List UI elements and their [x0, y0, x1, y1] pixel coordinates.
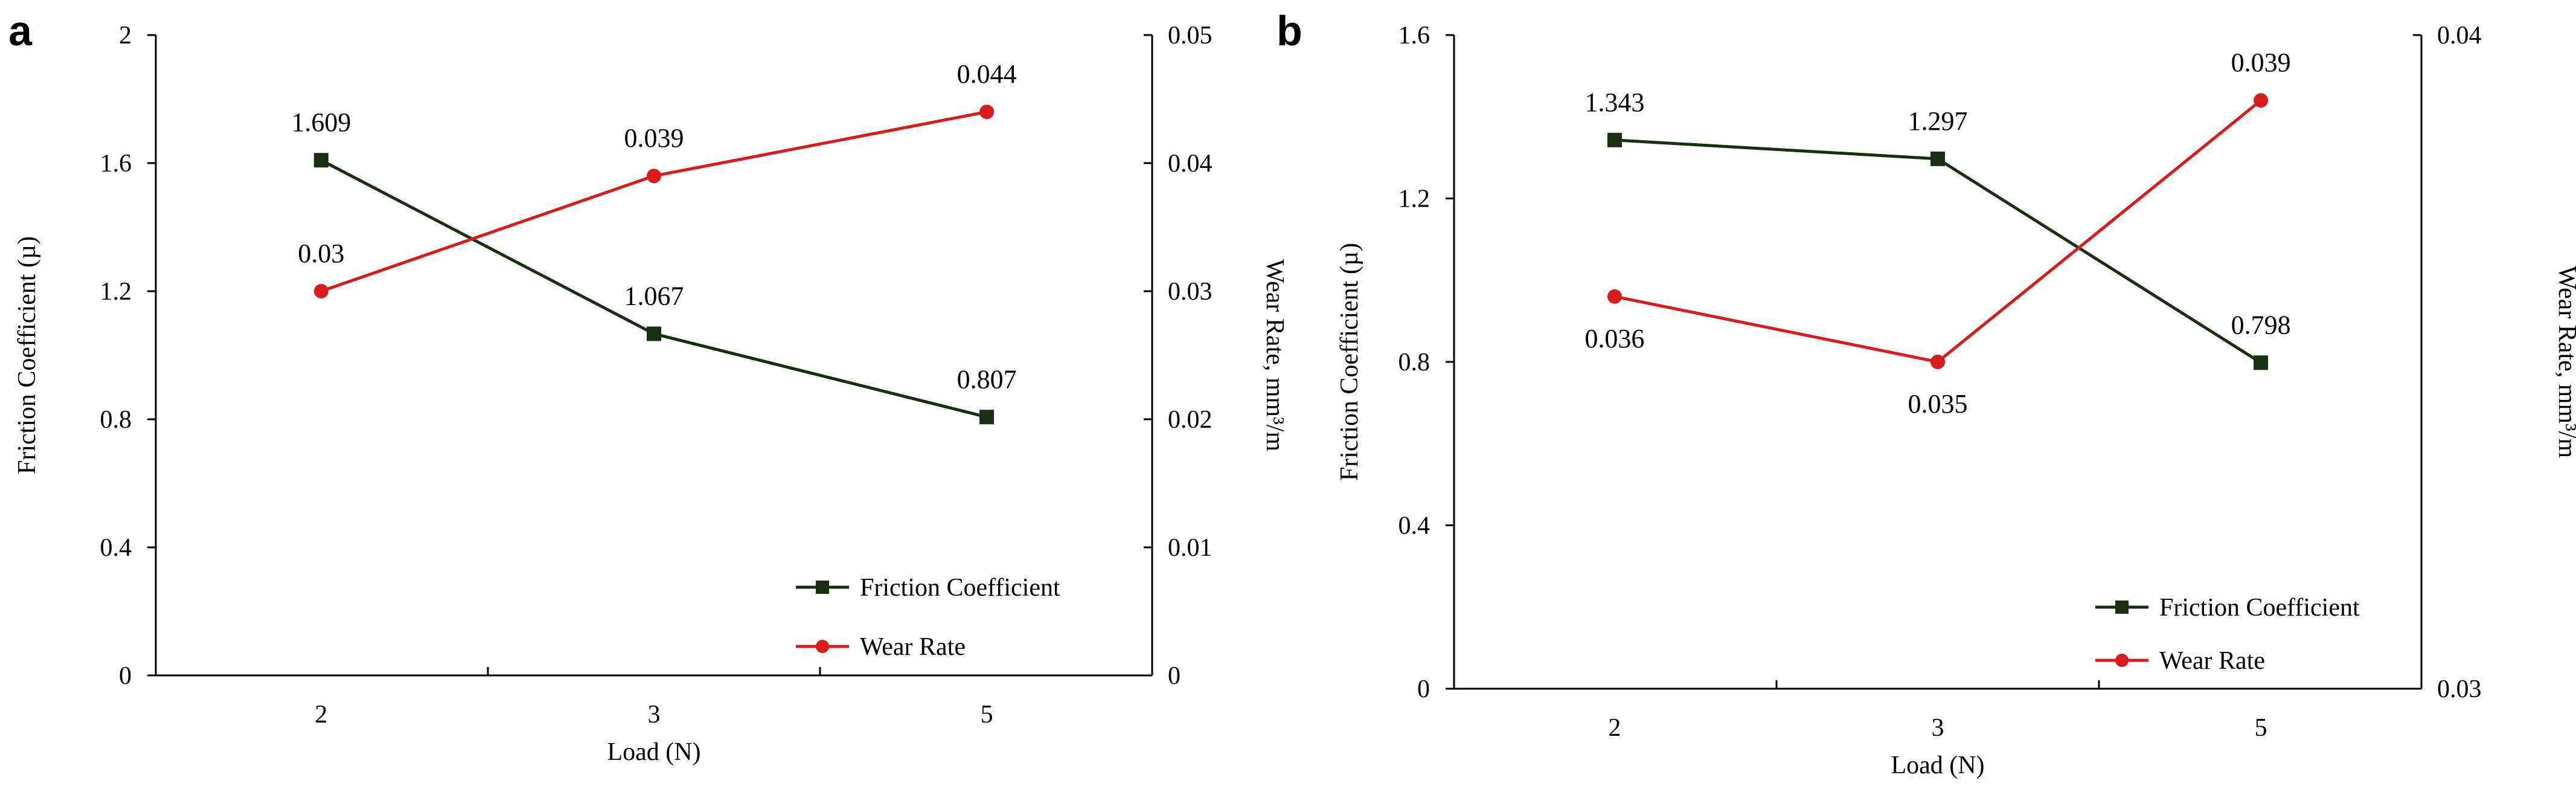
- right-tick-label: 0.03: [1168, 278, 1213, 306]
- friction-point: [2254, 355, 2269, 370]
- left-tick-label: 0: [119, 662, 132, 690]
- wear-rate-point: [979, 105, 995, 120]
- legend-label: Friction Coefficient: [860, 574, 1060, 602]
- x-tick-label: 3: [1932, 714, 1944, 742]
- wear-rate-point: [1930, 355, 1945, 369]
- left-tick-label: 1.6: [1399, 22, 1431, 50]
- left-tick-label: 2: [119, 22, 132, 50]
- x-tick-label: 2: [315, 701, 327, 729]
- x-tick-label: 5: [2255, 714, 2267, 742]
- right-tick-label: 0.04: [2437, 22, 2482, 50]
- wear-rate-data-label: 0.044: [957, 59, 1017, 89]
- friction-point: [1607, 132, 1622, 147]
- series-line-wear-rate: [1614, 99, 2262, 364]
- left-tick-label: 0.4: [100, 534, 132, 562]
- series-line-friction: [1614, 138, 2262, 364]
- x-tick-label: 5: [981, 701, 993, 729]
- wear-rate-data-label: 0.039: [2231, 48, 2291, 77]
- legend-label: Wear Rate: [860, 633, 966, 661]
- right-tick-label: 0.03: [2437, 675, 2482, 703]
- right-tick-label: 0.05: [1168, 22, 1213, 50]
- x-axis-title: Load (N): [607, 738, 700, 766]
- friction-point: [979, 410, 995, 425]
- left-tick-label: 1.2: [100, 278, 132, 306]
- left-tick-label: 0.8: [1399, 349, 1431, 376]
- friction-point: [1930, 151, 1945, 166]
- left-tick-label: 0: [1417, 675, 1430, 703]
- right-tick-label: 0.02: [1168, 406, 1213, 434]
- wear-rate-point: [313, 284, 328, 298]
- friction-data-label: 1.609: [291, 108, 351, 137]
- wear-rate-data-label: 0.035: [1908, 389, 1968, 419]
- friction-data-label: 1.343: [1584, 88, 1644, 117]
- x-tick-label: 2: [1608, 714, 1621, 742]
- right-tick-label: 0.04: [1168, 150, 1213, 178]
- left-tick-label: 1.6: [100, 150, 132, 178]
- x-axis-title: Load (N): [1891, 752, 1984, 779]
- left-tick-label: 1.2: [1399, 185, 1431, 213]
- right-y-axis-title: Wear Rate, mm³/m: [1261, 259, 1289, 452]
- legend-circle-marker: [816, 640, 829, 653]
- legend-square-marker: [816, 581, 829, 594]
- legend-label: Friction Coefficient: [2159, 594, 2360, 622]
- left-tick-label: 0.4: [1399, 512, 1431, 540]
- right-y-axis-title: Wear Rate, mm³/m: [2553, 266, 2576, 459]
- wear-rate-point: [1607, 289, 1622, 304]
- left-y-axis-title: Friction Coefficient (µ): [1336, 243, 1363, 481]
- friction-data-label: 0.807: [957, 364, 1017, 394]
- chart-panel-b: b 0 0.4 0.8 1.2 1.6 0.03 0.04 2 3 5 Load (N) Frictio…: [1277, 7, 2576, 779]
- legend-square-marker: [2115, 601, 2129, 614]
- wear-rate-point: [2254, 93, 2269, 108]
- x-tick-label: 3: [648, 701, 661, 729]
- friction-data-label: 0.798: [2231, 310, 2291, 340]
- left-tick-label: 0.8: [100, 406, 132, 434]
- right-tick-label: 0: [1168, 662, 1181, 690]
- left-y-axis-title: Friction Coefficient (µ): [13, 236, 41, 474]
- legend: Friction Coefficient Wear Rate: [2095, 594, 2360, 675]
- panel-letter-b: b: [1277, 7, 1302, 54]
- friction-data-label: 1.297: [1908, 106, 1968, 136]
- wear-rate-data-label: 0.036: [1584, 324, 1644, 353]
- legend-circle-marker: [2115, 654, 2129, 667]
- friction-point: [647, 326, 661, 341]
- panel-letter-a: a: [8, 7, 33, 54]
- legend: Friction Coefficient Wear Rate: [796, 574, 1060, 661]
- friction-data-label: 1.067: [624, 281, 684, 311]
- legend-label: Wear Rate: [2159, 647, 2265, 675]
- wear-rate-point: [647, 169, 661, 184]
- chart-panel-a: a 0 0.4 0.8 1.2 1.6 2 0 0.01 0.02 0.03 0.04 0.05 2 3 5 L…: [8, 7, 1289, 766]
- friction-point: [313, 153, 328, 168]
- wear-rate-data-label: 0.03: [298, 239, 344, 268]
- wear-rate-data-label: 0.039: [624, 123, 684, 153]
- right-tick-label: 0.01: [1168, 534, 1213, 562]
